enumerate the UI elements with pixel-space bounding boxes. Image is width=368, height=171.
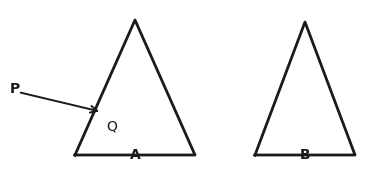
Text: Q: Q [106,120,117,134]
Text: A: A [130,148,140,162]
Text: P: P [10,82,20,96]
Text: B: B [300,148,310,162]
